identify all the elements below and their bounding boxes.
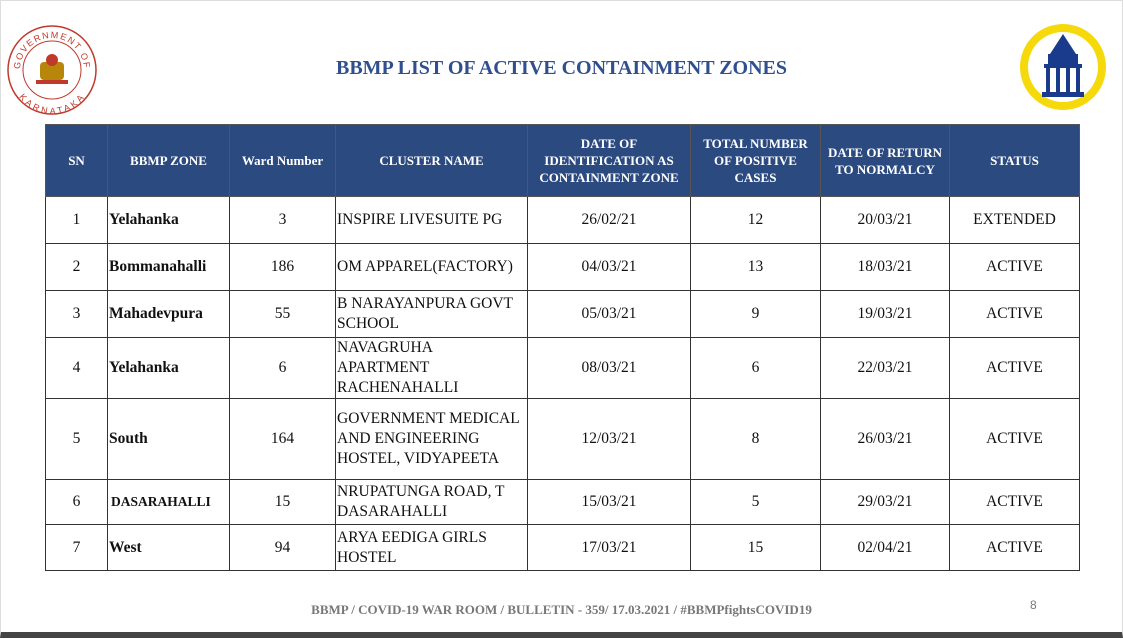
table-cell: 3	[45, 290, 108, 338]
table-cell: 15	[690, 524, 821, 571]
table-cell: NAVAGRUHA APARTMENT RACHENAHALLI	[335, 337, 528, 399]
table-cell: 4	[45, 337, 108, 399]
table-cell: 2	[45, 243, 108, 291]
table-cell: 15/03/21	[527, 479, 691, 525]
table-cell: 22/03/21	[820, 337, 950, 399]
table-cell: 6	[45, 479, 108, 525]
table-cell: DASARAHALLI	[107, 479, 230, 525]
column-header: BBMP ZONE	[107, 124, 230, 197]
column-header: DATE OF RETURN TO NORMALCY	[820, 124, 950, 197]
table-cell: ACTIVE	[949, 243, 1080, 291]
table-cell: 8	[690, 398, 821, 480]
table-cell: 13	[690, 243, 821, 291]
table-cell: INSPIRE LIVESUITE PG	[335, 196, 528, 244]
table-cell: 5	[690, 479, 821, 525]
table-cell: Mahadevpura	[107, 290, 230, 338]
table-cell: 15	[229, 479, 336, 525]
table-row: 6 DASARAHALLI 15 NRUPATUNGA ROAD, T DASARAH…	[45, 479, 1080, 525]
table-cell: B NARAYANPURA GOVT SCHOOL	[335, 290, 528, 338]
table-cell: 94	[229, 524, 336, 571]
table-cell: ACTIVE	[949, 337, 1080, 399]
table-cell: 164	[229, 398, 336, 480]
table-cell: EXTENDED	[949, 196, 1080, 244]
table-cell: 186	[229, 243, 336, 291]
table-cell: 18/03/21	[820, 243, 950, 291]
table-cell: 26/03/21	[820, 398, 950, 480]
containment-table: SN BBMP ZONE Ward Number CLUSTER NAME DATE O…	[45, 124, 1080, 571]
title: BBMP LIST OF ACTIVE CONTAINMENT ZONES	[335, 57, 788, 79]
table-cell: 08/03/21	[527, 337, 691, 399]
table-cell: ACTIVE	[949, 479, 1080, 525]
table-row: 1 Yelahanka 3 INSPIRE LIVESUITE PG 26/02/21 1…	[45, 196, 1080, 244]
table-cell: 55	[229, 290, 336, 338]
table-cell: 02/04/21	[820, 524, 950, 571]
table-cell: 1	[45, 196, 108, 244]
karnataka-seal: GOVERNMENT OF KARNATAKA	[7, 25, 97, 116]
column-header: TOTAL NUMBER OF POSITIVE CASES	[690, 124, 821, 197]
table-cell: Bommanahalli	[107, 243, 230, 291]
table-cell: 19/03/21	[820, 290, 950, 338]
table-cell: 3	[229, 196, 336, 244]
table-cell: NRUPATUNGA ROAD, T DASARAHALLI	[335, 479, 528, 525]
table-row: 3 Mahadevpura 55 B NARAYANPURA GOVT SCHOOL 0…	[45, 290, 1080, 338]
table-cell: 5	[45, 398, 108, 480]
table-cell: ACTIVE	[949, 524, 1080, 571]
table-cell: 29/03/21	[820, 479, 950, 525]
table-cell: 04/03/21	[527, 243, 691, 291]
header-row: SN BBMP ZONE Ward Number CLUSTER NAME DATE O…	[45, 124, 1080, 197]
table-cell: 17/03/21	[527, 524, 691, 571]
column-header: SN	[45, 124, 108, 197]
table-cell: GOVERNMENT MEDICAL AND ENGINEERING HOSTE…	[335, 398, 528, 480]
table-cell: 6	[229, 337, 336, 399]
table-row: 7 West 94 ARYA EEDIGA GIRLS HOSTEL 17/03/21 1…	[45, 524, 1080, 571]
table-cell: ACTIVE	[949, 290, 1080, 338]
table-cell: 05/03/21	[527, 290, 691, 338]
column-header: Ward Number	[229, 124, 336, 197]
table-cell: 20/03/21	[820, 196, 950, 244]
table-cell: OM APPAREL(FACTORY)	[335, 243, 528, 291]
footer: BBMP / COVID-19 WAR ROOM / BULLETIN - 35…	[311, 602, 812, 617]
table-row: 2 Bommanahalli 186 OM APPAREL(FACTORY) 04/03…	[45, 243, 1080, 291]
table-body: 1 Yelahanka 3 INSPIRE LIVESUITE PG 26/02/21 1…	[45, 196, 1080, 571]
table-cell: ARYA EEDIGA GIRLS HOSTEL	[335, 524, 528, 571]
table-row: 4 Yelahanka 6 NAVAGRUHA APARTMENT RACHENAHA…	[45, 337, 1080, 399]
table-cell: South	[107, 398, 230, 480]
column-header: STATUS	[949, 124, 1080, 197]
page-number: 8	[1030, 598, 1037, 612]
bbmp-logo	[1020, 24, 1106, 110]
table-cell: 7	[45, 524, 108, 571]
table-cell: Yelahanka	[107, 196, 230, 244]
table-cell: 12/03/21	[527, 398, 691, 480]
column-header: CLUSTER NAME	[335, 124, 528, 197]
table-cell: Yelahanka	[107, 337, 230, 399]
table-row: 5 South 164 GOVERNMENT MEDICAL AND ENGINEER…	[45, 398, 1080, 480]
table-cell: 6	[690, 337, 821, 399]
column-header: DATE OF IDENTIFICATION AS CONTAINMENT ZO…	[527, 124, 691, 197]
table-cell: 26/02/21	[527, 196, 691, 244]
table-cell: West	[107, 524, 230, 571]
table-cell: 9	[690, 290, 821, 338]
table-cell: 12	[690, 196, 821, 244]
seal-bottom-text: KARNATAKA	[17, 92, 87, 116]
table-cell: ACTIVE	[949, 398, 1080, 480]
